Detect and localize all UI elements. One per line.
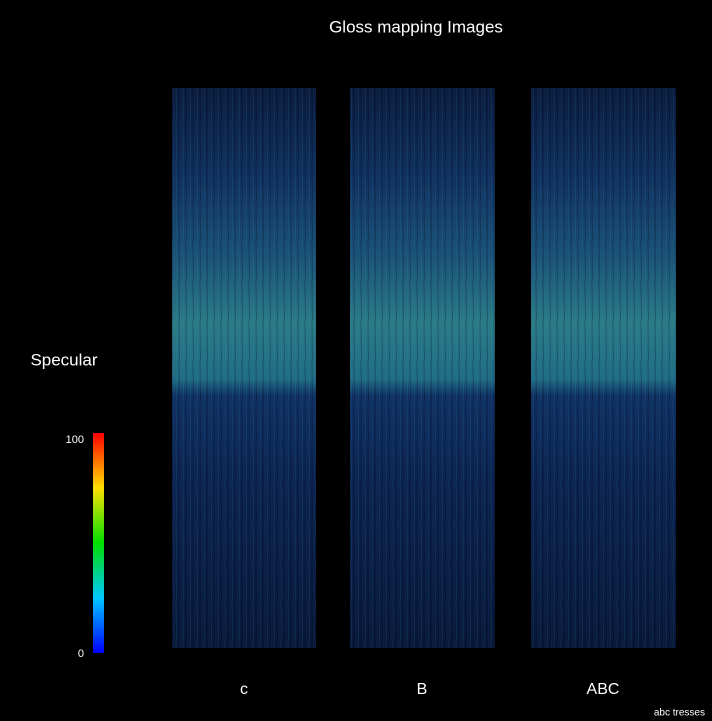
colorbar-min: 0 <box>78 648 84 660</box>
title: Gloss mapping Images <box>329 17 503 36</box>
panel-label: c <box>240 681 248 698</box>
colorbar <box>93 433 104 653</box>
footer: abc tresses <box>654 708 705 719</box>
colorbar-max: 100 <box>66 434 84 446</box>
panel-label: B <box>417 681 428 698</box>
figure: Gloss mapping Images c B ABC Specular 10… <box>0 0 712 721</box>
hair-texture <box>172 88 316 648</box>
panel-images <box>172 88 676 648</box>
panel-label: ABC <box>587 681 620 698</box>
colorbar-label: Specular <box>30 350 97 369</box>
hair-texture <box>350 88 495 648</box>
hair-texture <box>531 88 676 648</box>
